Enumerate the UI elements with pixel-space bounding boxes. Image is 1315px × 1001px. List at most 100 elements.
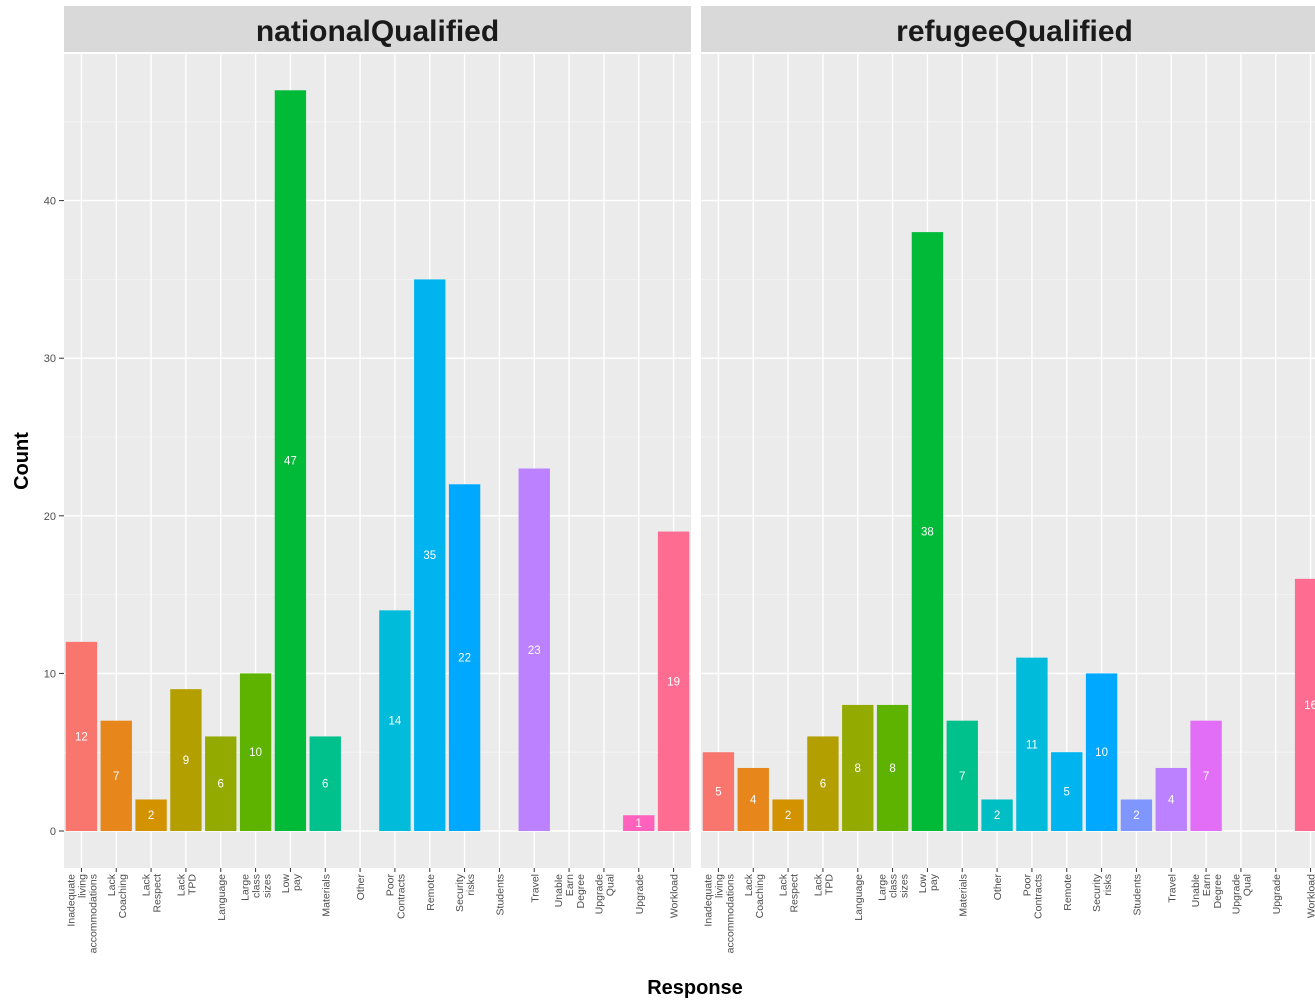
- bar-value-label: 4: [750, 794, 757, 806]
- x-tick-label: Students: [494, 874, 506, 915]
- x-tick-label: Language: [216, 874, 228, 921]
- x-tick-label: Inadequatelivingaccommodations: [702, 874, 736, 954]
- x-tick-label: LackRespect: [141, 873, 164, 912]
- y-tick-label: 0: [50, 826, 56, 838]
- bar-value-label: 7: [1203, 771, 1209, 783]
- x-tick-label: Materials: [320, 874, 332, 917]
- x-tick-label: Inadequatelivingaccommodations: [65, 874, 99, 954]
- bar-1-0: [702, 752, 735, 831]
- bar-1-10: [1051, 752, 1083, 831]
- x-tick-label: PoorContracts: [1021, 874, 1044, 919]
- bar-value-label: 2: [148, 810, 154, 822]
- bar-0-5: [239, 673, 272, 831]
- bar-value-label: 16: [1304, 700, 1315, 712]
- bar-value-label: 10: [1095, 747, 1108, 759]
- x-tick-label: Language: [853, 874, 865, 921]
- bar-value-label: 9: [183, 755, 189, 767]
- x-tick-label: Upgrade: [634, 874, 646, 914]
- y-axis-title: Count: [11, 432, 33, 490]
- y-tick-label: 30: [44, 353, 56, 365]
- bar-1-14: [1190, 720, 1222, 831]
- facet-strip: [64, 6, 691, 52]
- bar-0-17: [657, 531, 690, 831]
- bar-value-label: 7: [113, 771, 119, 783]
- panel-background: [64, 54, 691, 868]
- panel-nationalQualified: nationalQualified 12 7 2 9 6 10 47 6 14 35 22 23 1 19 I…: [64, 6, 691, 953]
- bar-value-label: 23: [528, 645, 541, 657]
- bar-0-11: [448, 484, 481, 831]
- bar-0-10: [414, 279, 446, 831]
- x-tick-label: Largeclasssizes: [240, 874, 274, 901]
- bar-1-9: [1016, 657, 1048, 831]
- y-tick-label: 20: [44, 511, 56, 523]
- bar-value-label: 10: [249, 747, 262, 759]
- bar-value-label: 8: [889, 763, 895, 775]
- bar-value-label: 1: [636, 818, 642, 830]
- bar-value-label: 6: [322, 779, 328, 791]
- bar-value-label: 6: [820, 779, 826, 791]
- x-tick-label: Students: [1131, 874, 1143, 915]
- x-axis-title: Response: [647, 977, 743, 999]
- x-tick-label: Remote: [1062, 874, 1074, 911]
- bar-1-11: [1085, 673, 1118, 831]
- x-tick-label: UnableEarnDegree: [553, 874, 587, 909]
- x-tick-label: Other: [355, 874, 367, 901]
- x-tick-label: Remote: [425, 874, 437, 911]
- bar-0-3: [170, 689, 202, 831]
- panel-refugeeQualified: refugeeQualified 5 4 2 6 8 8 38 7 2 11 5 10 2 4 7 16 Inad…: [701, 6, 1315, 953]
- x-tick-label: PoorContracts: [384, 874, 407, 919]
- x-tick-label: LackTPD: [175, 873, 198, 896]
- bar-1-3: [807, 736, 839, 831]
- bar-1-6: [911, 232, 944, 831]
- bar-1-12: [1120, 799, 1153, 831]
- bar-value-label: 11: [1026, 739, 1038, 751]
- bar-0-4: [205, 736, 237, 831]
- bar-1-2: [772, 799, 804, 831]
- bar-value-label: 19: [667, 676, 680, 688]
- x-tick-label: Lowpay: [280, 873, 303, 893]
- bar-value-label: 2: [785, 810, 791, 822]
- bar-value-label: 14: [389, 716, 402, 728]
- bar-0-1: [100, 720, 132, 831]
- x-tick-label: Other: [992, 874, 1004, 901]
- bar-1-17: [1294, 578, 1315, 831]
- bar-0-13: [518, 468, 550, 831]
- bar-value-label: 12: [75, 731, 88, 743]
- x-tick-label: Workload: [1306, 874, 1315, 918]
- bar-0-7: [309, 736, 341, 831]
- panel-background: [701, 54, 1315, 868]
- facet-strip: [701, 6, 1315, 52]
- bar-1-5: [876, 704, 909, 831]
- x-tick-label: LackCoaching: [743, 873, 766, 918]
- bar-value-label: 8: [855, 763, 861, 775]
- x-tick-label: UnableEarnDegree: [1190, 874, 1224, 909]
- x-tick-label: LackTPD: [812, 873, 835, 896]
- x-tick-label: Lowpay: [917, 873, 940, 893]
- bar-1-4: [842, 704, 874, 831]
- y-tick-label: 10: [44, 668, 56, 680]
- x-tick-label: Travel: [529, 874, 541, 903]
- bar-value-label: 5: [715, 787, 721, 799]
- bar-0-16: [623, 815, 655, 831]
- bar-value-label: 35: [423, 550, 436, 562]
- x-tick-label: Materials: [957, 874, 969, 917]
- bar-1-7: [946, 720, 978, 831]
- facet-strip-label: nationalQualified: [256, 15, 499, 48]
- bar-value-label: 4: [1168, 794, 1175, 806]
- x-tick-label: Securityrisks: [454, 873, 477, 912]
- bar-value-label: 7: [959, 771, 965, 783]
- bar-value-label: 2: [1133, 810, 1139, 822]
- bar-1-13: [1155, 767, 1187, 831]
- bar-0-0: [65, 641, 98, 831]
- x-tick-label: Workload: [669, 874, 681, 918]
- bar-value-label: 38: [921, 527, 934, 539]
- y-tick-label: 40: [44, 196, 56, 208]
- bar-value-label: 22: [458, 653, 471, 665]
- x-tick-label: Securityrisks: [1091, 873, 1114, 912]
- bar-value-label: 6: [218, 779, 224, 791]
- bar-0-6: [274, 90, 307, 831]
- bar-1-8: [981, 799, 1013, 831]
- facet-strip-label: refugeeQualified: [896, 15, 1133, 48]
- bar-1-1: [737, 767, 769, 831]
